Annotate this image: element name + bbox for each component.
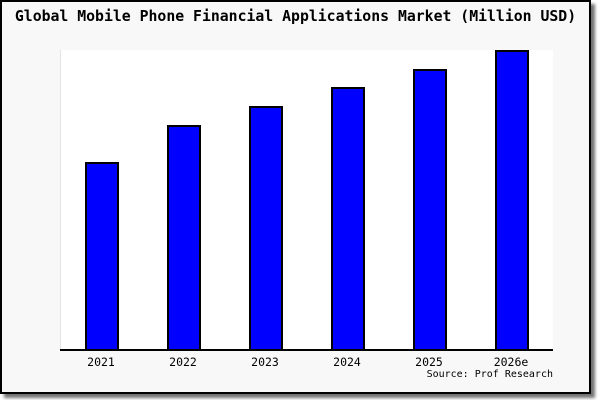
bar-slot: [225, 50, 307, 351]
bar-slot: [389, 50, 471, 351]
x-tick-label-2024: 2024: [333, 355, 361, 369]
chart-frame: Global Mobile Phone Financial Applicatio…: [0, 0, 591, 394]
bar-slot: [471, 50, 553, 351]
bar-2026e: [495, 50, 529, 351]
x-tick-label-2025: 2025: [415, 355, 443, 369]
x-tick-label-2022: 2022: [169, 355, 197, 369]
x-tick-label-2021: 2021: [87, 355, 115, 369]
x-axis-labels: 2021 2022 2023 2024 2025 2026e: [60, 355, 552, 369]
bar-2025: [413, 69, 447, 351]
x-tick-label-2026e: 2026e: [493, 355, 529, 369]
plot-area: [60, 50, 553, 351]
bar-slot: [143, 50, 225, 351]
bar-2023: [249, 106, 283, 351]
bar-2021: [85, 162, 119, 351]
bar-2022: [167, 125, 201, 351]
bar-slot: [307, 50, 389, 351]
source-credit: Source: Prof Research: [426, 369, 553, 380]
x-axis-line: [60, 349, 553, 351]
chart-title: Global Mobile Phone Financial Applicatio…: [14, 8, 577, 25]
x-tick-label-2023: 2023: [251, 355, 279, 369]
bar-2024: [331, 87, 365, 351]
bar-slot: [61, 50, 143, 351]
